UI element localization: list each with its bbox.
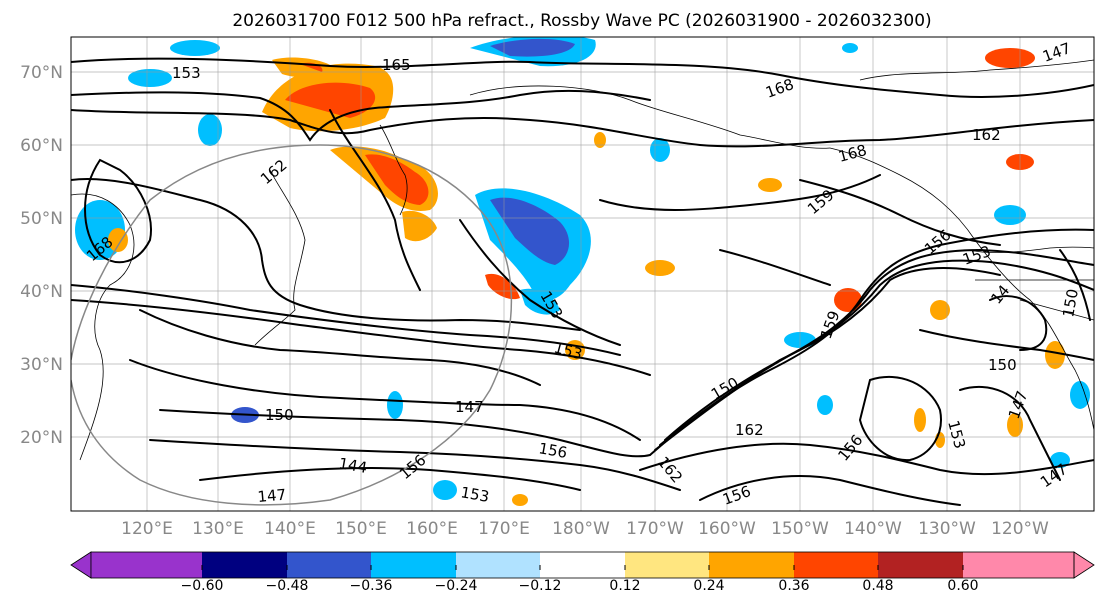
colorbar-tick-label: −0.48 xyxy=(266,578,309,594)
colorbar-tick-label: 0.60 xyxy=(947,578,978,594)
negative-anomaly-region xyxy=(842,43,858,53)
colorbar-cell xyxy=(91,552,202,578)
colorbar-tick-label: −0.60 xyxy=(181,578,224,594)
colorbar-tick-label: 0.12 xyxy=(609,578,640,594)
colorbar-extend-max xyxy=(1073,551,1095,579)
lon-label: 180°W xyxy=(552,519,610,539)
colorbar-ticks xyxy=(201,565,964,570)
map-panel: 165 168 162 168 168 159 156 153 150 147 … xyxy=(20,36,1095,539)
positive-anomaly-region xyxy=(1007,413,1023,437)
colorbar-cell xyxy=(371,552,456,578)
contour-label: 162 xyxy=(972,126,1001,144)
negative-anomaly-region xyxy=(433,480,457,500)
colorbar-cells xyxy=(70,551,1095,579)
colorbar-cell xyxy=(625,552,709,578)
lon-label: 120°E xyxy=(121,519,173,539)
positive-anomaly-region xyxy=(108,228,128,252)
lon-label: 130°E xyxy=(192,519,244,539)
negative-anomaly-region xyxy=(490,38,575,57)
lon-label: 160°W xyxy=(698,519,756,539)
colorbar-tick-label: 0.24 xyxy=(693,578,724,594)
coastlines xyxy=(71,59,1094,461)
negative-anomaly-region xyxy=(1050,452,1070,468)
lat-label-50n: 50°N xyxy=(20,209,63,229)
colorbar-tick-label: 0.36 xyxy=(778,578,809,594)
colorbar-cell xyxy=(456,552,540,578)
colorbar-cell xyxy=(878,552,963,578)
negative-anomaly-region xyxy=(490,197,570,265)
negative-anomaly-region xyxy=(1070,381,1090,409)
contour-label: 150 xyxy=(1059,287,1082,318)
lon-label: 170°W xyxy=(626,519,684,539)
contour-label: 150 xyxy=(265,406,294,424)
colorbar-cell xyxy=(287,552,371,578)
colorbar-tick-labels: −0.60 −0.48 −0.36 −0.24 −0.12 0.12 0.24 … xyxy=(181,578,979,594)
colorbar-tick-label: 0.48 xyxy=(862,578,893,594)
contour-label: 153 xyxy=(172,64,201,82)
lon-label: 130°W xyxy=(918,519,976,539)
positive-anomaly-region xyxy=(365,154,429,205)
colorbar-tick-label: −0.24 xyxy=(435,578,478,594)
latitude-labels: 70°N 60°N 50°N 40°N 30°N 20°N xyxy=(20,63,63,448)
lon-label: 120°W xyxy=(991,519,1049,539)
colorbar-cell xyxy=(963,552,1074,578)
negative-anomaly-region xyxy=(817,395,833,415)
contour-label: 156 xyxy=(537,439,568,462)
lat-label-60n: 60°N xyxy=(20,136,63,156)
lat-label-30n: 30°N xyxy=(20,355,63,375)
contour-label: 150 xyxy=(988,356,1017,374)
negative-anomaly-region xyxy=(128,69,172,87)
lat-label-70n: 70°N xyxy=(20,63,63,83)
colorbar-extend-min xyxy=(70,551,92,579)
contour-label: 165 xyxy=(382,56,411,74)
figure-title: 2026031700 F012 500 hPa refract., Rossby… xyxy=(232,11,931,31)
negative-anomaly-region xyxy=(387,391,403,419)
colorbar-cell xyxy=(540,552,625,578)
contour-label: 144 xyxy=(337,454,368,477)
positive-anomaly-region xyxy=(985,48,1035,68)
positive-anomaly-region xyxy=(645,260,675,276)
lon-label: 160°E xyxy=(406,519,458,539)
colorbar-cell xyxy=(794,552,878,578)
contour-lines xyxy=(71,57,1094,506)
negative-anomaly-region xyxy=(520,288,560,315)
contour-label: 147 xyxy=(455,398,484,416)
negative-anomaly-region xyxy=(198,114,222,146)
contour-label: 147 xyxy=(257,486,287,506)
gridlines xyxy=(71,37,1094,511)
lon-label: 170°E xyxy=(478,519,530,539)
positive-anomaly-region xyxy=(758,178,782,192)
lon-label: 140°W xyxy=(844,519,902,539)
negative-anomaly-region xyxy=(170,40,220,56)
positive-anomaly-region xyxy=(914,408,926,432)
lat-label-40n: 40°N xyxy=(20,282,63,302)
map-frame xyxy=(71,37,1094,511)
map-border xyxy=(70,36,1095,512)
positive-anomaly-region xyxy=(594,132,606,148)
colorbar-border xyxy=(90,551,1075,579)
longitude-labels: 120°E 130°E 140°E 150°E 160°E 170°E 180°… xyxy=(121,519,1049,539)
negative-anomaly-region xyxy=(650,138,670,162)
colorbar-tick-label: −0.12 xyxy=(519,578,562,594)
lat-label-20n: 20°N xyxy=(20,428,63,448)
lon-label: 140°E xyxy=(264,519,316,539)
contour-label: 162 xyxy=(735,421,764,439)
colorbar-cell xyxy=(202,552,287,578)
positive-anomaly-region xyxy=(930,300,950,320)
colorbar-cell xyxy=(709,552,794,578)
great-circle xyxy=(71,144,513,506)
contour-label: 153 xyxy=(459,483,490,506)
lon-label: 150°E xyxy=(335,519,387,539)
positive-anomaly-region xyxy=(402,210,437,242)
lon-label: 150°W xyxy=(771,519,829,539)
positive-anomaly-region xyxy=(1045,341,1065,369)
negative-anomaly-region xyxy=(994,205,1026,225)
colorbar: −0.60 −0.48 −0.36 −0.24 −0.12 0.12 0.24 … xyxy=(70,551,1095,594)
colorbar-tick-label: −0.36 xyxy=(350,578,393,594)
positive-anomaly-region xyxy=(512,494,528,506)
positive-anomaly-region xyxy=(285,82,376,118)
